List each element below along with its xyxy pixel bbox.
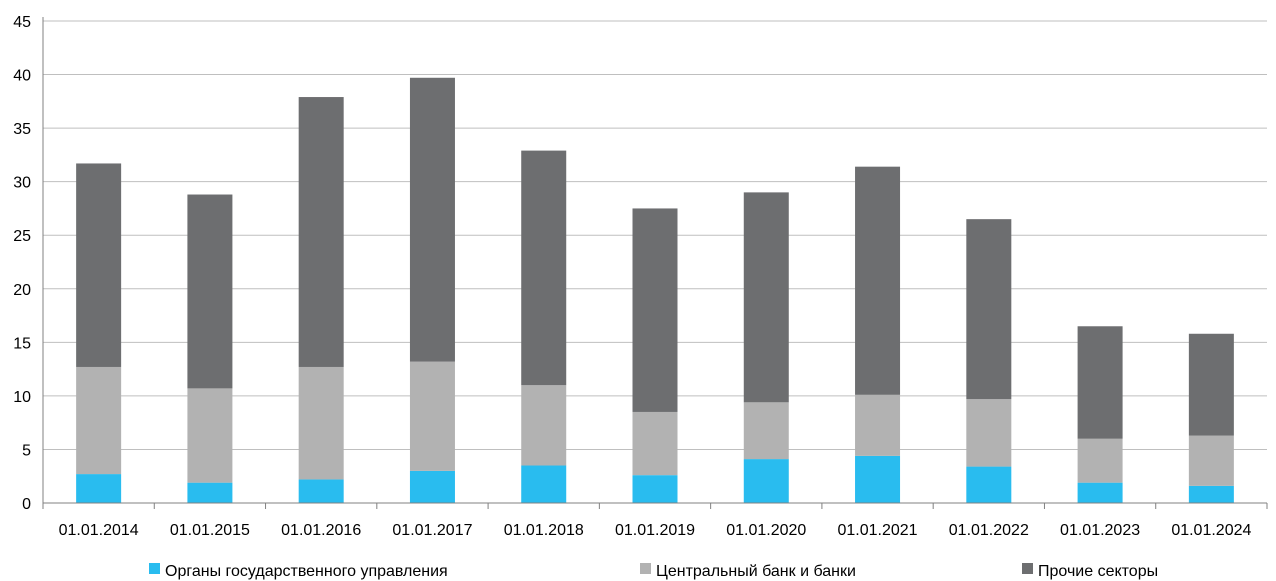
x-tick-label: 01.01.2023 — [1060, 522, 1140, 539]
legend-swatch — [149, 563, 160, 574]
bar-segment-series-2 — [187, 194, 233, 389]
bar-segment-series-1 — [966, 399, 1012, 467]
y-tick-label: 35 — [13, 121, 31, 138]
bar-segment-series-1 — [743, 402, 789, 460]
bar-segment-series-0 — [76, 474, 122, 503]
bar-segment-series-2 — [298, 97, 344, 367]
bar-segment-series-2 — [76, 163, 122, 367]
x-tick-label: 01.01.2016 — [281, 522, 361, 539]
y-tick-label: 5 — [22, 442, 31, 459]
y-tick-label: 15 — [13, 335, 31, 352]
y-tick-label: 25 — [13, 228, 31, 245]
bar-segment-series-1 — [76, 366, 122, 475]
x-tick-label: 01.01.2019 — [615, 522, 695, 539]
bar-segment-series-0 — [743, 459, 789, 503]
bar-segment-series-0 — [298, 479, 344, 503]
axes: 0 5 10 15 20 25 30 35 40 45 01.01.2014 01.01.2015 01… — [13, 14, 1268, 539]
bar-segment-series-0 — [409, 470, 455, 503]
y-tick-label: 10 — [13, 389, 31, 406]
bar-segment-series-2 — [966, 219, 1012, 400]
bar-segment-series-0 — [1188, 485, 1234, 503]
legend-label: Центральный банк и банки — [656, 563, 856, 580]
y-tick-label: 45 — [13, 14, 31, 31]
bar-segment-series-2 — [1188, 333, 1234, 436]
bar-segment-series-1 — [1077, 438, 1123, 483]
x-tick-label: 01.01.2015 — [170, 522, 250, 539]
y-tick-label: 30 — [13, 175, 31, 192]
x-tick-label: 01.01.2022 — [949, 522, 1029, 539]
y-tick-label: 0 — [22, 496, 31, 513]
bar-segment-series-0 — [187, 482, 233, 503]
x-tick-label: 01.01.2014 — [59, 522, 139, 539]
legend: Органы государственного управления Центра… — [149, 563, 1158, 580]
bar-segment-series-0 — [1077, 482, 1123, 503]
y-tick-label: 40 — [13, 68, 31, 85]
bar-segment-series-2 — [632, 208, 678, 412]
bar-segment-series-0 — [521, 465, 567, 503]
legend-label: Прочие секторы — [1038, 563, 1158, 580]
bar-segment-series-2 — [521, 150, 567, 386]
bar-segment-series-1 — [409, 361, 455, 471]
bar-segment-series-0 — [855, 455, 901, 503]
bar-segment-series-1 — [187, 388, 233, 483]
x-tick-label: 01.01.2021 — [838, 522, 918, 539]
x-tick-label: 01.01.2017 — [392, 522, 472, 539]
bar-segment-series-1 — [298, 366, 344, 480]
bar-segment-series-1 — [855, 394, 901, 456]
bar-segment-series-1 — [521, 385, 567, 466]
bar-segment-series-0 — [632, 475, 678, 503]
bar-segment-series-0 — [966, 466, 1012, 503]
bars — [76, 77, 1234, 503]
bar-segment-series-1 — [1188, 435, 1234, 486]
bar-segment-series-2 — [743, 192, 789, 403]
bar-segment-series-2 — [1077, 326, 1123, 439]
bar-segment-series-2 — [855, 166, 901, 395]
x-tick-label: 01.01.2020 — [726, 522, 806, 539]
legend-swatch — [1022, 563, 1033, 574]
x-tick-label: 01.01.2024 — [1171, 522, 1251, 539]
legend-swatch — [640, 563, 651, 574]
y-tick-label: 20 — [13, 282, 31, 299]
legend-label: Органы государственного управления — [165, 563, 448, 580]
bar-segment-series-1 — [632, 411, 678, 476]
bar-segment-series-2 — [409, 77, 455, 362]
x-tick-label: 01.01.2018 — [504, 522, 584, 539]
